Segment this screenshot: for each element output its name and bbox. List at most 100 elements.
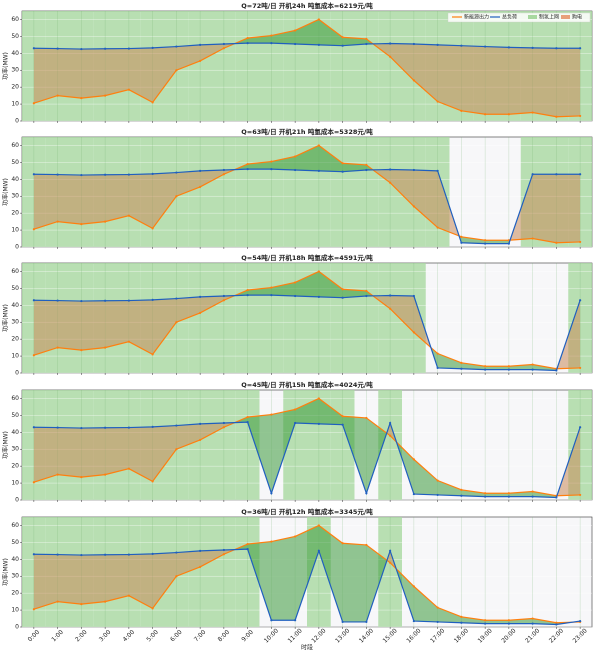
gap-fill: [33, 427, 58, 483]
point: [175, 195, 178, 198]
gap-fill: [318, 19, 343, 46]
point: [151, 298, 154, 301]
y-tick-label: 10: [11, 353, 19, 360]
x-tick-label: 7:00: [193, 629, 208, 644]
point: [294, 535, 297, 538]
legend-label: 制氢上网: [539, 14, 559, 21]
point: [341, 36, 344, 39]
gap-fill: [508, 618, 533, 624]
point: [436, 479, 439, 482]
point: [436, 366, 439, 370]
gap-fill: [556, 174, 581, 243]
gap-fill: [152, 46, 177, 103]
point: [389, 55, 392, 58]
y-tick-label: 0: [15, 244, 19, 251]
gap-fill: [152, 552, 177, 609]
point: [531, 173, 534, 176]
gap-fill: [413, 170, 438, 228]
point: [460, 241, 463, 244]
point: [579, 493, 582, 497]
point: [460, 109, 463, 112]
point: [484, 242, 487, 245]
point: [436, 606, 439, 609]
x-tick-label: 20:00: [500, 627, 517, 644]
point: [294, 168, 297, 172]
point: [80, 426, 83, 430]
gap-fill: [200, 423, 224, 440]
point: [32, 426, 35, 429]
point: [151, 552, 154, 555]
point: [56, 173, 59, 176]
y-tick-label: 60: [11, 268, 19, 275]
gap-fill: [485, 240, 509, 244]
gap-fill: [461, 616, 486, 624]
x-tick-label: 11:00: [287, 627, 304, 644]
series-line: [33, 421, 581, 499]
point: [579, 299, 582, 302]
subplot-title: Q=54吨/日 开机18h 吨氢成本=4591元/吨: [241, 253, 373, 262]
point: [389, 168, 392, 171]
point: [246, 542, 249, 546]
gap-fill: [390, 295, 414, 333]
point: [127, 426, 130, 429]
point: [151, 480, 154, 483]
point: [151, 353, 154, 356]
x-tick-label: 14:00: [358, 627, 375, 644]
point: [341, 415, 344, 418]
gap-fill: [342, 289, 367, 298]
series-line: [33, 144, 581, 244]
gap-fill: [461, 489, 486, 497]
gap-fill: [271, 30, 296, 44]
point: [507, 368, 510, 371]
point: [341, 423, 344, 426]
point: [436, 620, 439, 624]
point: [531, 237, 534, 240]
x-tick-label: 0:00: [27, 629, 42, 644]
gap-fill: [57, 300, 82, 351]
point: [104, 346, 107, 349]
y-axis-label: 功率(MW): [2, 558, 10, 586]
point: [412, 42, 415, 46]
legend-label: 总负荷: [502, 14, 517, 21]
gap-fill: [413, 586, 438, 622]
point: [507, 365, 510, 368]
gap-fill: [128, 553, 153, 609]
series-line: [33, 168, 581, 245]
y-axis-label: 功率(MW): [2, 431, 10, 459]
point: [127, 553, 130, 556]
point: [389, 42, 392, 45]
y-tick-label: 0: [15, 497, 19, 504]
y-tick-label: 10: [11, 101, 19, 108]
point: [389, 549, 392, 552]
gap-fill: [390, 43, 414, 81]
point: [555, 623, 558, 626]
y-tick-label: 50: [11, 539, 19, 546]
point: [294, 408, 297, 411]
point: [412, 294, 415, 298]
gap-fill: [318, 525, 343, 622]
point: [32, 47, 35, 50]
point: [104, 173, 107, 176]
y-tick-label: 40: [11, 50, 19, 57]
gap-fill: [485, 620, 509, 624]
gap-fill: [295, 398, 319, 424]
point: [199, 169, 202, 172]
point: [436, 169, 439, 172]
y-tick-label: 0: [15, 118, 19, 125]
point: [151, 46, 154, 49]
y-tick-label: 0: [15, 370, 19, 377]
point: [270, 619, 273, 622]
point: [460, 494, 463, 497]
gap-fill: [318, 398, 343, 425]
series-line: [33, 397, 581, 497]
point: [294, 619, 297, 622]
point: [365, 37, 368, 41]
point: [270, 42, 273, 45]
point: [246, 421, 249, 424]
point: [317, 422, 320, 425]
point: [175, 321, 178, 324]
point: [104, 94, 107, 97]
x-tick-label: 23:00: [572, 627, 589, 644]
gap-fill: [105, 48, 129, 96]
